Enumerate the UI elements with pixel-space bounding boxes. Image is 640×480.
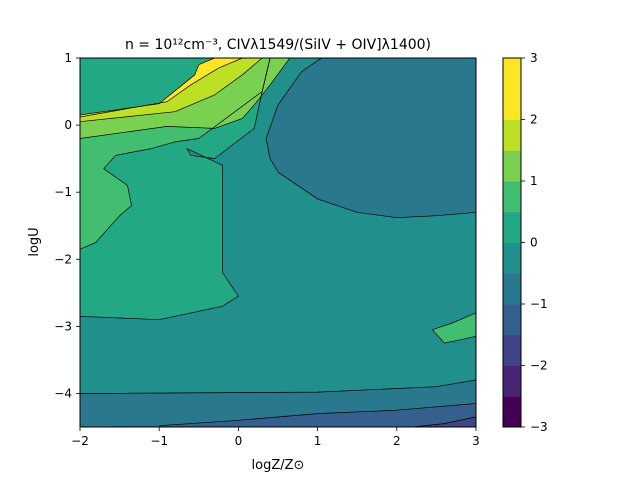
contour-line-7 — [432, 312, 476, 344]
x-axis: −2 −1 0 1 2 3 — [71, 427, 480, 448]
contour-line-10 — [412, 416, 476, 427]
colorbar-tick-label: −3 — [530, 420, 548, 434]
colorbar-tick-label: −2 — [530, 359, 548, 373]
colorbar-tick-label: 0 — [530, 236, 538, 250]
contour-line-8 — [80, 379, 476, 394]
colorbar-cell — [503, 119, 521, 151]
y-tick-label: −3 — [54, 319, 72, 333]
y-tick-label: 1 — [64, 51, 72, 65]
x-tick-label: 3 — [472, 434, 480, 448]
colorbar-cell — [503, 304, 521, 336]
colorbar-ticks: 3 2 1 0 −1 −2 −3 — [521, 51, 548, 434]
colorbar: 3 2 1 0 −1 −2 −3 — [502, 51, 548, 434]
plot-frame — [79, 57, 477, 428]
contour-line-0 — [80, 58, 271, 321]
colorbar-cell — [503, 365, 521, 397]
y-tick-label: −1 — [54, 185, 72, 199]
y-axis-label: logU — [27, 227, 42, 256]
y-tick-label: −4 — [54, 386, 72, 400]
contour-plot-area — [79, 57, 477, 428]
contour-line-1 — [80, 58, 271, 250]
y-axis: 1 0 −1 −2 −3 −4 — [54, 51, 80, 400]
x-tick-label: 1 — [314, 434, 322, 448]
colorbar-cells — [503, 58, 521, 428]
colorbar-cell — [503, 88, 521, 120]
colorbar-cell — [503, 334, 521, 366]
x-axis-label: logZ/Z⊙ — [252, 458, 305, 473]
colorbar-cell — [503, 211, 521, 243]
colorbar-cell — [503, 58, 521, 90]
colorbar-tick-label: −1 — [530, 297, 548, 311]
x-tick-label: −2 — [71, 434, 89, 448]
contour-line-3 — [80, 58, 291, 139]
x-tick-label: −1 — [150, 434, 168, 448]
colorbar-tick-label: 1 — [530, 174, 538, 188]
colorbar-cell — [503, 181, 521, 213]
contour-lines — [80, 58, 476, 427]
contour-fill-regions — [80, 58, 476, 427]
colorbar-cell — [503, 273, 521, 305]
contour-line-2 — [265, 58, 476, 219]
contour-line-9 — [159, 403, 476, 427]
colorbar-cell — [503, 242, 521, 274]
x-tick-label: 0 — [235, 434, 243, 448]
colorbar-cell — [503, 396, 521, 428]
contour-line-6 — [80, 58, 215, 116]
colorbar-tick-label: 2 — [530, 113, 538, 127]
x-tick-label: 2 — [393, 434, 401, 448]
chart-title: n = 10¹²cm⁻³, CIVλ1549/(SiIV + OIV]λ1400… — [125, 37, 431, 53]
contour-line-4 — [80, 58, 263, 123]
colorbar-cell — [503, 150, 521, 182]
colorbar-tick-label: 3 — [530, 51, 538, 65]
y-tick-label: −2 — [54, 252, 72, 266]
y-tick-label: 0 — [64, 118, 72, 132]
